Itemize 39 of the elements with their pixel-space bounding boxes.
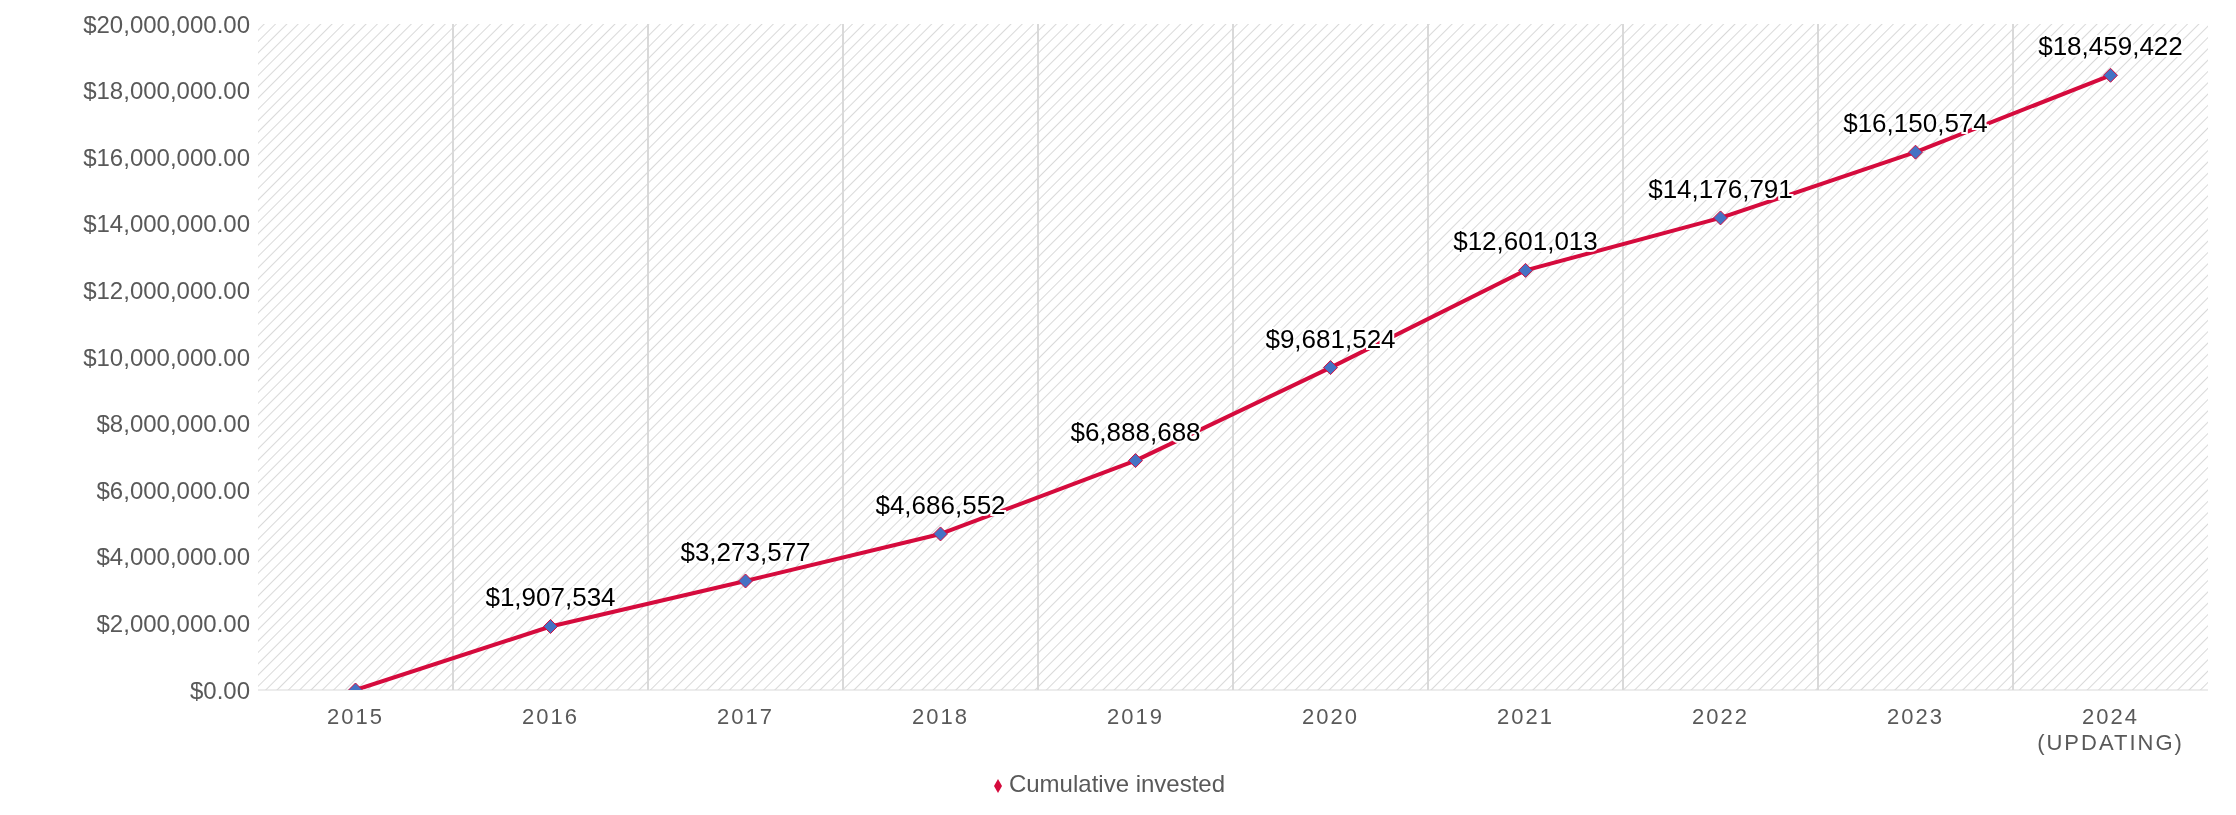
x-tick-label: 2016 [522,704,579,729]
y-tick-label: $8,000,000.00 [96,410,250,438]
x-tick-label: 2022 [1692,704,1749,729]
point [1908,144,1923,160]
x-tick-label: 2024 (UPDATING) [2037,704,2184,755]
x-tick-label: 2017 [717,704,774,729]
data-label: $16,150,574 [1843,108,1988,139]
point [2103,67,2118,83]
data-label: $4,686,552 [875,489,1006,520]
x-tick-label: 2020 [1302,704,1359,729]
data-label: $3,273,577 [680,536,811,567]
point [1518,262,1533,278]
y-tick-label: $16,000,000.00 [83,143,250,171]
y-tick-label: $18,000,000.00 [83,77,250,105]
point [1128,453,1143,469]
data-label: $12,601,013 [1453,226,1598,257]
y-tick-label: $12,000,000.00 [83,276,250,304]
data-label: $18,459,422 [2038,31,2183,62]
y-tick-label: $20,000,000.00 [83,10,250,38]
y-tick-label: $6,000,000.00 [96,476,250,504]
data-label: $14,176,791 [1648,173,1793,204]
point [1713,210,1728,226]
point [1323,360,1338,376]
data-label: $1,907,534 [485,582,616,613]
y-tick-label: $0.00 [189,676,250,704]
point [543,618,558,634]
y-tick-label: $2,000,000.00 [96,609,250,637]
x-tick-label: 2021 [1497,704,1554,729]
x-tick-label: 2023 [1887,704,1944,729]
x-tick-label: 2019 [1107,704,1164,729]
y-tick-label: $4,000,000.00 [96,543,250,571]
legend-label: Cumulative invested [1008,770,1226,797]
point [738,573,753,589]
x-tick-label: 2018 [912,704,969,729]
y-tick-label: $10,000,000.00 [83,343,250,371]
y-tick-label: $14,000,000.00 [83,210,250,238]
x-tick-label: 2015 [327,704,384,729]
data-label: $6,888,688 [1070,416,1201,447]
point [933,526,948,542]
